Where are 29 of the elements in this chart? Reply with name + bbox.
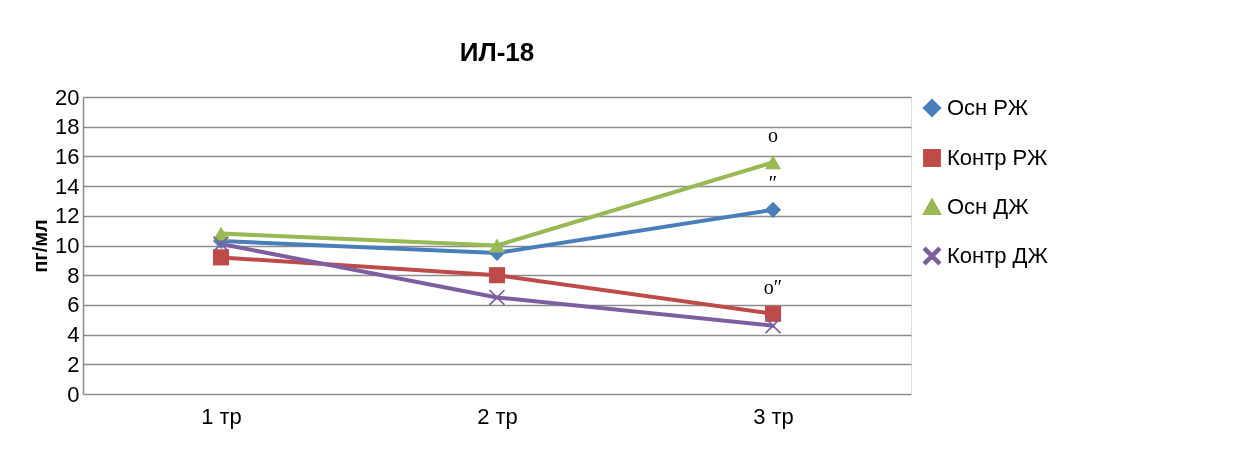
y-tick-label: 20 xyxy=(55,84,80,110)
point xyxy=(212,249,230,266)
annotation: ″ xyxy=(768,171,778,194)
y-tick-label: 6 xyxy=(67,292,80,318)
y-tick-label: 18 xyxy=(55,114,80,140)
point xyxy=(764,201,782,218)
y-tick-label: 12 xyxy=(55,203,80,229)
point xyxy=(488,238,506,253)
y-tick-label: 8 xyxy=(67,262,80,288)
x-tick-label: 2 тр xyxy=(477,403,518,429)
y-tick-label: 0 xyxy=(67,381,80,407)
y-tick-label: 4 xyxy=(67,322,80,348)
y-tick-label: 2 xyxy=(67,351,80,377)
y-tick-label: 14 xyxy=(55,173,80,199)
x-tick-label: 3 тр xyxy=(753,403,794,429)
x-tick-label: 1 тр xyxy=(201,403,242,429)
point xyxy=(764,305,782,322)
point xyxy=(764,155,782,170)
point xyxy=(488,267,506,284)
y-axis-title: пг/мл xyxy=(29,219,52,273)
y-tick-label: 10 xyxy=(55,233,80,258)
y-tick-label: 16 xyxy=(55,143,80,169)
annotation: o xyxy=(768,124,778,147)
legend-label: Осн РЖ xyxy=(947,95,1029,120)
legend-label: Контр РЖ xyxy=(947,145,1049,170)
legend-label: Контр ДЖ xyxy=(947,243,1049,268)
annotation: o″ xyxy=(763,275,783,298)
legend-label: Осн ДЖ xyxy=(947,194,1030,219)
chart-title: ИЛ-18 xyxy=(459,37,535,67)
